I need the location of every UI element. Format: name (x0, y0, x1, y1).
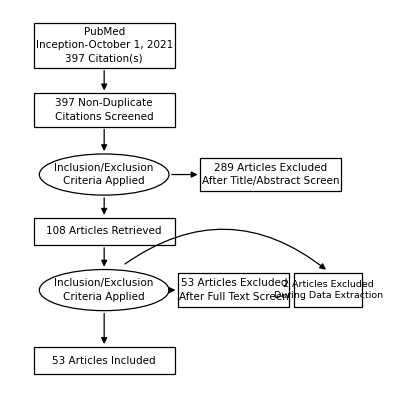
FancyBboxPatch shape (178, 274, 290, 307)
FancyBboxPatch shape (34, 93, 175, 126)
FancyBboxPatch shape (201, 158, 341, 191)
Text: 53 Articles Included: 53 Articles Included (53, 356, 156, 366)
Text: 53 Articles Excluded
After Full Text Screen: 53 Articles Excluded After Full Text Scr… (179, 278, 289, 302)
FancyArrowPatch shape (125, 229, 325, 269)
Text: 289 Articles Excluded
After Title/Abstract Screen: 289 Articles Excluded After Title/Abstra… (202, 163, 340, 186)
Text: 397 Non-Duplicate
Citations Screened: 397 Non-Duplicate Citations Screened (55, 98, 154, 122)
FancyBboxPatch shape (34, 218, 175, 245)
FancyBboxPatch shape (294, 274, 363, 307)
Text: Inclusion/Exclusion
Criteria Applied: Inclusion/Exclusion Criteria Applied (55, 163, 154, 186)
Ellipse shape (40, 270, 169, 311)
Text: 2 Articles Excluded
During Data Extraction: 2 Articles Excluded During Data Extracti… (274, 280, 383, 300)
Text: 108 Articles Retrieved: 108 Articles Retrieved (47, 226, 162, 236)
FancyBboxPatch shape (34, 347, 175, 374)
Text: PubMed
Inception-October 1, 2021
397 Citation(s): PubMed Inception-October 1, 2021 397 Cit… (36, 27, 173, 64)
FancyBboxPatch shape (34, 23, 175, 68)
Ellipse shape (40, 154, 169, 195)
Text: Inclusion/Exclusion
Criteria Applied: Inclusion/Exclusion Criteria Applied (55, 278, 154, 302)
